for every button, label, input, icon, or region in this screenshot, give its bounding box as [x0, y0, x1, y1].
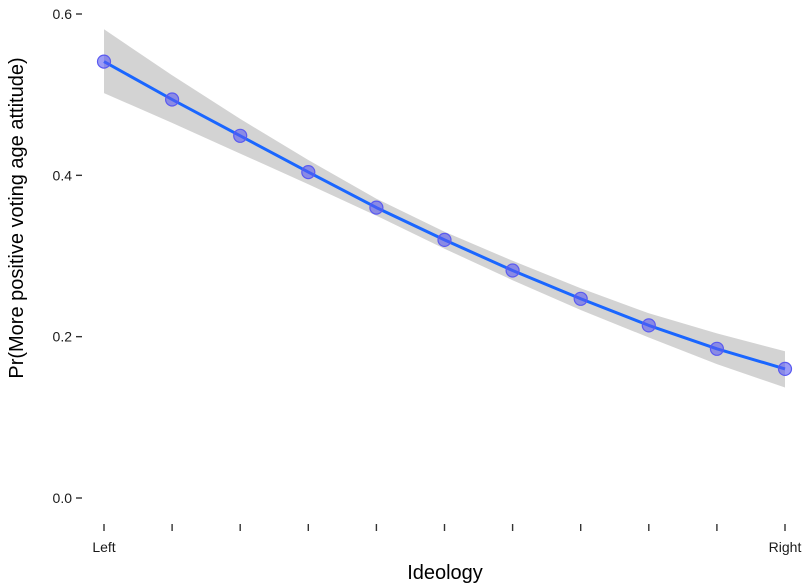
x-axis: Left Right — [92, 524, 801, 555]
x-tick-label: Left — [92, 539, 115, 555]
data-point — [165, 92, 180, 107]
x-tick-label: Right — [769, 539, 802, 555]
data-point — [437, 232, 452, 247]
data-point — [641, 318, 656, 333]
y-axis: 0.0 0.2 0.4 0.6 — [53, 6, 82, 506]
data-point — [369, 200, 384, 215]
data-point — [709, 341, 725, 356]
x-axis-title: Ideology — [407, 562, 483, 584]
confidence-band-layer — [104, 29, 785, 388]
data-point — [573, 291, 588, 306]
y-tick-label: 0.6 — [53, 6, 73, 22]
y-tick-label: 0.4 — [53, 167, 73, 183]
data-point — [96, 54, 112, 69]
data-point — [505, 263, 520, 278]
y-axis-title: Pr(More positive voting age attitude) — [6, 57, 28, 378]
confidence-band — [104, 29, 785, 388]
y-tick-label: 0.0 — [53, 490, 73, 506]
y-tick-label: 0.2 — [53, 329, 73, 345]
data-points-layer — [96, 54, 793, 376]
data-point — [233, 128, 248, 143]
data-point — [777, 361, 793, 376]
data-point — [301, 165, 316, 180]
